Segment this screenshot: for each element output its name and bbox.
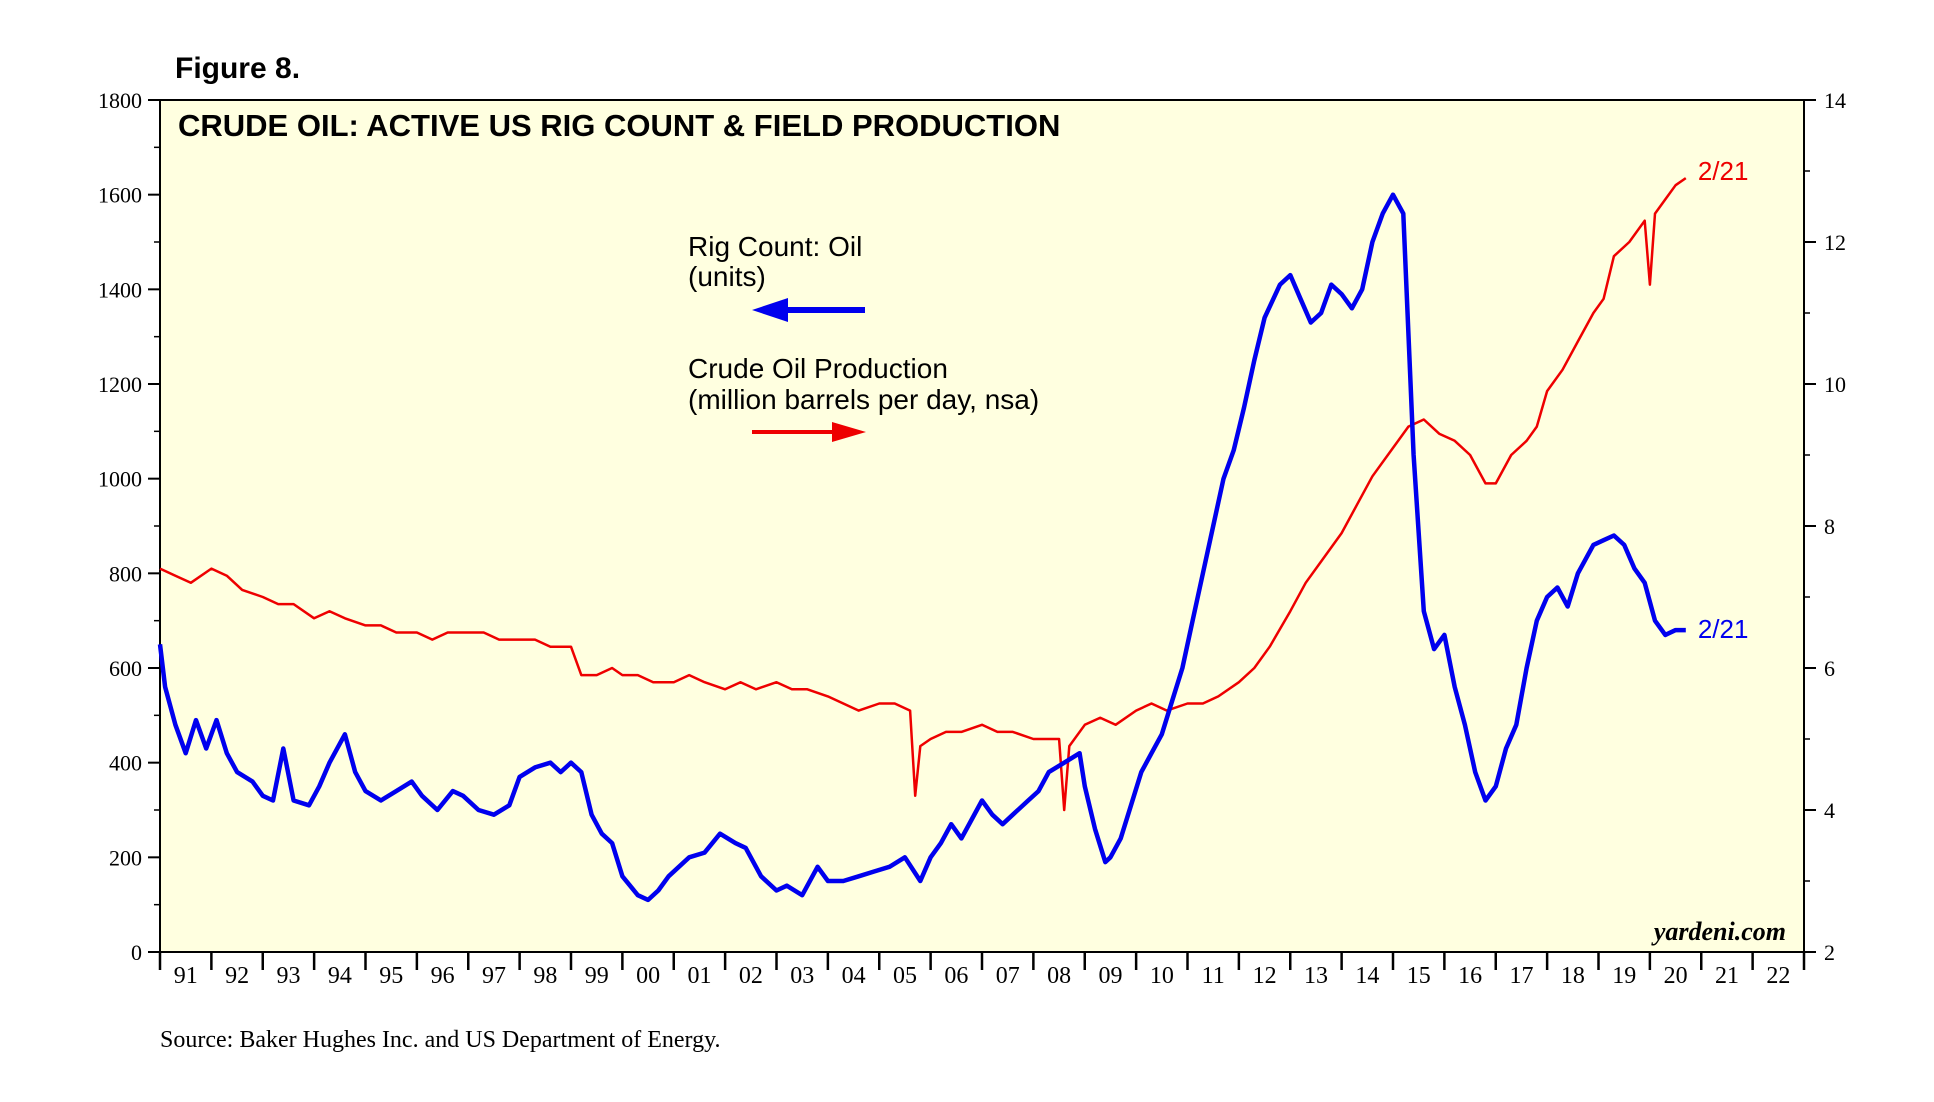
x-tick-label: 21 xyxy=(1715,963,1739,989)
x-tick-label: 22 xyxy=(1766,963,1790,989)
x-tick-label: 17 xyxy=(1509,963,1533,989)
x-tick-label: 04 xyxy=(842,963,866,989)
left-tick-label: 600 xyxy=(109,656,142,681)
left-tick-label: 1800 xyxy=(98,88,142,113)
right-tick-label: 8 xyxy=(1824,514,1835,539)
x-tick-label: 91 xyxy=(174,963,198,989)
right-axis: 2 4 6 8 10 12 14 xyxy=(1804,88,1846,965)
left-tick-label: 1200 xyxy=(98,372,142,397)
x-axis: 91 92 93 94 95 96 97 98 99 00 01 02 03 04 05 06 07 08 09 10… xyxy=(158,952,1806,989)
x-tick-label: 97 xyxy=(482,963,506,989)
plot-area xyxy=(159,99,1805,953)
x-tick-label: 11 xyxy=(1202,963,1225,989)
x-tick-label: 09 xyxy=(1098,963,1122,989)
x-tick-label: 05 xyxy=(893,963,917,989)
x-tick-label: 01 xyxy=(687,963,711,989)
x-tick-label: 93 xyxy=(276,963,300,989)
right-tick-label: 2 xyxy=(1824,940,1835,965)
x-tick-label: 08 xyxy=(1047,963,1071,989)
x-tick-label: 95 xyxy=(379,963,403,989)
x-tick-label: 10 xyxy=(1150,963,1174,989)
right-tick-label: 10 xyxy=(1824,372,1846,397)
legend-production-label: Crude Oil Production xyxy=(688,353,948,384)
left-tick-label: 0 xyxy=(131,940,142,965)
left-arrow-icon xyxy=(752,298,865,322)
x-tick-label: 13 xyxy=(1304,963,1328,989)
x-tick-label: 96 xyxy=(431,963,455,989)
rig-count-end-label: 2/21 xyxy=(1698,614,1749,644)
x-tick-label: 16 xyxy=(1458,963,1482,989)
production-series-line xyxy=(159,177,1687,812)
chart-title: CRUDE OIL: ACTIVE US RIG COUNT & FIELD P… xyxy=(178,108,1060,143)
right-tick-label: 14 xyxy=(1824,88,1846,113)
x-tick-label: 98 xyxy=(533,963,557,989)
left-tick-label: 1600 xyxy=(98,183,142,208)
x-tick-label: 02 xyxy=(739,963,763,989)
x-tick-label: 94 xyxy=(328,963,352,989)
left-tick-label: 800 xyxy=(109,561,142,586)
left-tick-label: 200 xyxy=(109,845,142,870)
x-tick-label: 99 xyxy=(585,963,609,989)
x-tick-label: 92 xyxy=(225,963,249,989)
right-arrow-icon xyxy=(752,422,866,442)
source-note: Source: Baker Hughes Inc. and US Departm… xyxy=(160,1027,721,1053)
legend-rig-count-units: (units) xyxy=(688,261,766,292)
legend-rig-count-label: Rig Count: Oil xyxy=(688,231,862,262)
x-tick-label: 00 xyxy=(636,963,660,989)
x-tick-label: 19 xyxy=(1612,963,1636,989)
right-tick-label: 12 xyxy=(1824,230,1846,255)
credit-label: yardeni.com xyxy=(1651,917,1786,946)
x-tick-label: 18 xyxy=(1561,963,1585,989)
x-tick-label: 06 xyxy=(944,963,968,989)
x-tick-label: 03 xyxy=(790,963,814,989)
x-tick-label: 12 xyxy=(1253,963,1277,989)
x-tick-label: 15 xyxy=(1407,963,1431,989)
rig-count-series-line xyxy=(157,192,1686,903)
x-tick-label: 07 xyxy=(996,963,1020,989)
right-tick-label: 4 xyxy=(1824,798,1835,823)
left-tick-label: 1000 xyxy=(98,467,142,492)
x-tick-label: 14 xyxy=(1355,963,1379,989)
production-end-label: 2/21 xyxy=(1698,156,1749,186)
left-tick-label: 1400 xyxy=(98,277,142,302)
left-axis: 0 200 400 600 800 1000 1200 1400 1600 1800 xyxy=(98,88,160,965)
left-tick-label: 400 xyxy=(109,751,142,776)
right-tick-label: 6 xyxy=(1824,656,1835,681)
legend-production-units: (million barrels per day, nsa) xyxy=(688,384,1039,415)
x-tick-label: 20 xyxy=(1664,963,1688,989)
figure-label: Figure 8. xyxy=(175,52,300,85)
